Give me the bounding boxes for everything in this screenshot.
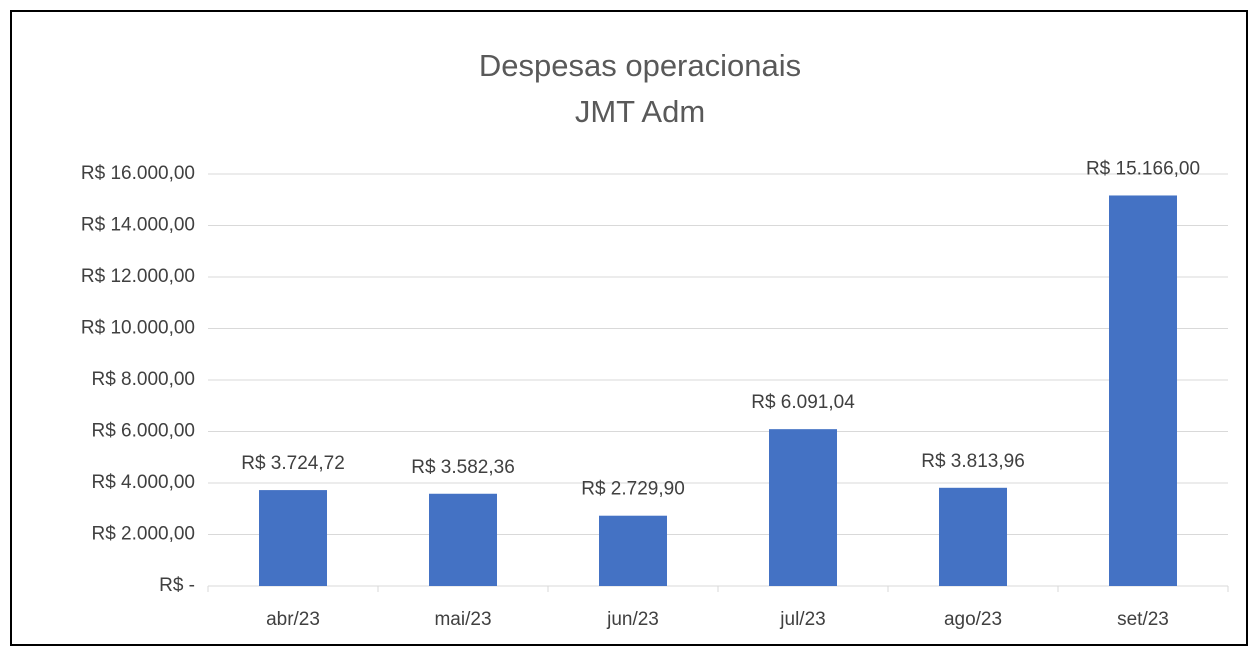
bar — [1109, 195, 1177, 586]
data-label: R$ 2.729,90 — [581, 479, 685, 500]
y-tick-label: R$ 8.000,00 — [91, 369, 195, 390]
x-tick-label: ago/23 — [944, 609, 1002, 630]
y-tick-label: R$ 12.000,00 — [81, 266, 195, 287]
x-tick-label: jul/23 — [779, 609, 825, 630]
y-tick-label: R$ 4.000,00 — [91, 472, 195, 493]
x-tick-label: jun/23 — [606, 609, 659, 630]
data-label: R$ 3.813,96 — [921, 451, 1025, 472]
y-tick-label: R$ 16.000,00 — [81, 163, 195, 184]
y-tick-label: R$ 10.000,00 — [81, 318, 195, 339]
bar — [769, 429, 837, 586]
x-tick-label: abr/23 — [266, 609, 320, 630]
y-tick-label: R$ 14.000,00 — [81, 215, 195, 236]
chart-subtitle: JMT Adm — [575, 94, 705, 129]
y-tick-label: R$ 6.000,00 — [91, 421, 195, 442]
bar — [939, 487, 1007, 586]
bar — [259, 490, 327, 586]
x-tick-label: mai/23 — [434, 609, 491, 630]
y-tick-label: R$ 2.000,00 — [91, 524, 195, 545]
bar — [599, 515, 667, 586]
y-tick-label: R$ - — [159, 575, 195, 596]
chart-title: Despesas operacionais — [479, 48, 801, 83]
bar — [429, 493, 497, 586]
data-label: R$ 6.091,04 — [751, 392, 855, 413]
data-label: R$ 3.582,36 — [411, 457, 515, 478]
data-label: R$ 15.166,00 — [1086, 158, 1200, 179]
data-label: R$ 3.724,72 — [241, 453, 345, 474]
x-tick-label: set/23 — [1117, 609, 1169, 630]
